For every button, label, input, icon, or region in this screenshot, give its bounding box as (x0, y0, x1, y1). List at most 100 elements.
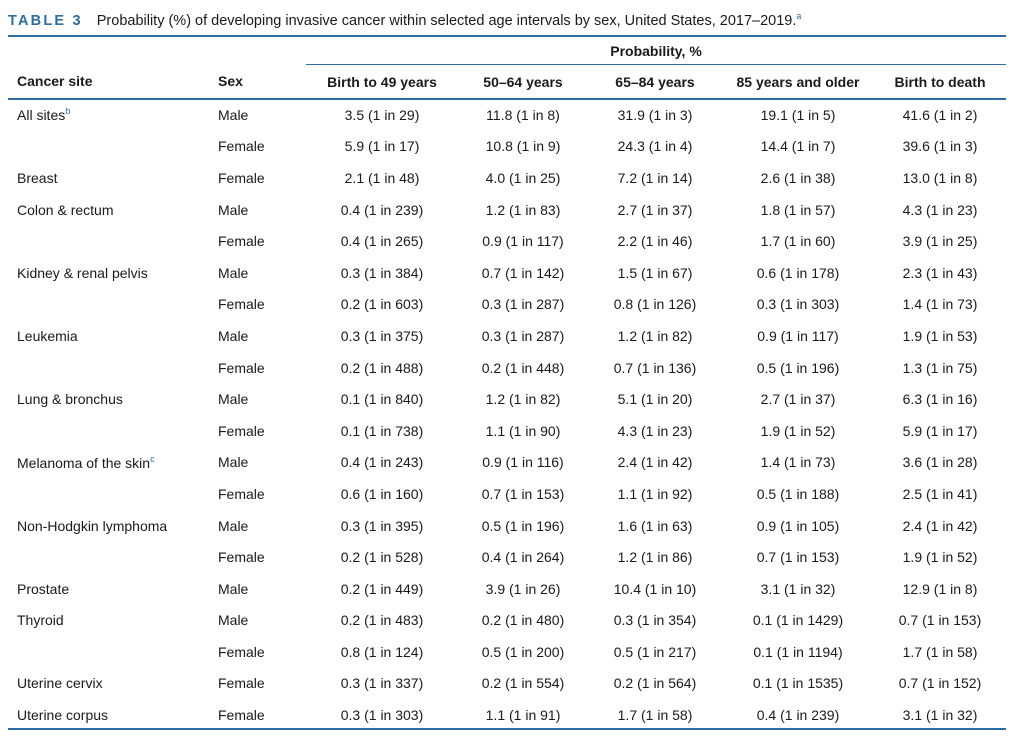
cancer-site-cell: Leukemia (8, 320, 214, 352)
probability-cell-50-64: 0.2 (1 in 480) (481, 612, 565, 629)
probability-cell-50-64: 0.5 (1 in 196) (481, 517, 565, 534)
sex-cell: Male (218, 201, 249, 218)
bottom-rule (8, 728, 1006, 730)
probability-cell-birth-to-49: 0.1 (1 in 840) (340, 391, 424, 408)
table-row: Female 0.8 (1 in 124) 0.5 (1 in 200) 0.5 (1… (8, 636, 1006, 668)
cancer-site-cell: All sitesb (8, 99, 214, 131)
probability-cell-birth-to-death: 2.4 (1 in 42) (902, 517, 978, 534)
probability-cell-65-84: 0.7 (1 in 136) (613, 359, 697, 376)
table-row: Female 0.4 (1 in 265) 0.9 (1 in 117) 2.2 (1… (8, 225, 1006, 257)
probability-cell-50-64: 0.9 (1 in 116) (482, 454, 564, 471)
probability-cell-85-older: 0.1 (1 in 1429) (752, 612, 844, 629)
sex-cell: Male (218, 264, 249, 281)
probability-cell-85-older: 14.4 (1 in 7) (760, 138, 836, 155)
probability-cell-50-64: 0.2 (1 in 554) (481, 675, 565, 692)
probability-cell-85-older: 2.7 (1 in 37) (760, 391, 836, 408)
column-header-sex: Sex (218, 73, 243, 90)
cancer-site-label: Prostate (17, 580, 70, 597)
sex-cell: Female (218, 138, 265, 155)
probability-cell-50-64: 0.2 (1 in 448) (481, 359, 565, 376)
sex-cell: Female (218, 485, 265, 502)
cancer-site-cell: Melanoma of the skinc (8, 447, 214, 479)
sex-cell: Female (218, 422, 265, 439)
probability-cell-65-84: 5.1 (1 in 20) (617, 391, 693, 408)
top-rule (8, 35, 1006, 37)
table-row: Non-Hodgkin lymphoma Male 0.3 (1 in 395) 0.… (8, 510, 1006, 542)
table-row: Female 0.2 (1 in 488) 0.2 (1 in 448) 0.7 (1… (8, 352, 1006, 384)
sex-cell: Female (218, 643, 265, 660)
probability-cell-65-84: 10.4 (1 in 10) (613, 580, 697, 597)
cancer-site-label: All sites (17, 107, 66, 124)
table-row: Breast Female 2.1 (1 in 48) 4.0 (1 in 25) 7.… (8, 162, 1006, 194)
table-row: Thyroid Male 0.2 (1 in 483) 0.2 (1 in 480) 0… (8, 605, 1006, 637)
probability-cell-birth-to-49: 0.3 (1 in 375) (340, 327, 424, 344)
probability-cell-85-older: 3.1 (1 in 32) (760, 580, 836, 597)
cancer-site-label: Uterine corpus (17, 707, 109, 724)
sex-cell: Female (218, 169, 265, 186)
table-row: Female 0.2 (1 in 528) 0.4 (1 in 264) 1.2 (1… (8, 541, 1006, 573)
probability-cell-birth-to-death: 2.3 (1 in 43) (902, 264, 978, 281)
cancer-site-label: Breast (17, 169, 58, 186)
footnote-mark: b (65, 106, 71, 117)
probability-cell-85-older: 0.9 (1 in 105) (756, 517, 840, 534)
probability-cell-birth-to-49: 0.2 (1 in 528) (340, 549, 424, 566)
cancer-site-cell (8, 636, 214, 668)
probability-cell-50-64: 0.7 (1 in 153) (481, 485, 565, 502)
cancer-site-cell: Colon & rectum (8, 194, 214, 226)
probability-cell-birth-to-49: 0.4 (1 in 239) (340, 201, 424, 218)
column-header-85-older: 85 years and older (736, 73, 860, 90)
table-row: Kidney & renal pelvis Male 0.3 (1 in 384) 0… (8, 257, 1006, 289)
probability-cell-birth-to-49: 0.3 (1 in 303) (340, 707, 424, 724)
sex-cell: Male (218, 106, 249, 123)
probability-cell-birth-to-49: 0.3 (1 in 337) (340, 675, 424, 692)
probability-cell-65-84: 24.3 (1 in 4) (617, 138, 693, 155)
probability-cell-65-84: 1.1 (1 in 92) (617, 485, 693, 502)
table-row: Colon & rectum Male 0.4 (1 in 239) 1.2 (1 i… (8, 194, 1006, 226)
sex-cell: Male (218, 612, 249, 629)
probability-cell-birth-to-49: 0.3 (1 in 384) (340, 264, 424, 281)
cancer-site-label: Leukemia (17, 327, 78, 344)
table-row: Melanoma of the skinc Male 0.4 (1 in 243) 0… (8, 447, 1006, 479)
sex-cell: Female (218, 359, 265, 376)
probability-cell-birth-to-death: 1.7 (1 in 58) (902, 643, 978, 660)
probability-cell-65-84: 1.5 (1 in 67) (617, 264, 693, 281)
sex-cell: Male (218, 580, 249, 597)
probability-cell-birth-to-49: 0.6 (1 in 160) (340, 485, 424, 502)
caption-footnote-mark: a (796, 11, 802, 21)
probability-cell-50-64: 1.2 (1 in 82) (485, 391, 561, 408)
probability-cell-birth-to-death: 6.3 (1 in 16) (902, 391, 978, 408)
probability-cell-85-older: 0.5 (1 in 196) (756, 359, 840, 376)
probability-cell-65-84: 7.2 (1 in 14) (617, 169, 693, 186)
probability-cell-65-84: 0.3 (1 in 354) (613, 612, 697, 629)
probability-cell-birth-to-49: 0.2 (1 in 449) (340, 580, 424, 597)
cancer-site-label: Thyroid (17, 612, 64, 629)
probability-cell-birth-to-49: 0.4 (1 in 243) (340, 454, 424, 471)
cancer-site-cell: Thyroid (8, 605, 214, 637)
sex-cell: Female (218, 675, 265, 692)
probability-cell-65-84: 0.8 (1 in 126) (613, 296, 697, 313)
cancer-site-cell (8, 478, 214, 510)
probability-cell-birth-to-49: 0.2 (1 in 483) (340, 612, 424, 629)
table-row: Lung & bronchus Male 0.1 (1 in 840) 1.2 (1 … (8, 383, 1006, 415)
probability-cell-65-84: 1.7 (1 in 58) (617, 707, 693, 724)
table-row: Female 0.2 (1 in 603) 0.3 (1 in 287) 0.8 (1… (8, 289, 1006, 321)
cancer-site-label: Lung & bronchus (17, 391, 123, 408)
table-caption: TABLE 3 Probability (%) of developing inv… (8, 4, 802, 29)
cancer-site-cell (8, 131, 214, 163)
probability-cell-birth-to-death: 1.3 (1 in 75) (902, 359, 978, 376)
probability-cell-50-64: 0.3 (1 in 287) (481, 327, 565, 344)
probability-cell-birth-to-49: 0.2 (1 in 488) (340, 359, 424, 376)
probability-cell-birth-to-49: 0.2 (1 in 603) (340, 296, 424, 313)
probability-cell-50-64: 0.9 (1 in 117) (482, 233, 564, 250)
table-row: Female 0.1 (1 in 738) 1.1 (1 in 90) 4.3 (1 … (8, 415, 1006, 447)
probability-cell-65-84: 2.4 (1 in 42) (617, 454, 693, 471)
cancer-site-cell: Lung & bronchus (8, 383, 214, 415)
probability-cell-50-64: 1.1 (1 in 90) (485, 422, 561, 439)
probability-cell-85-older: 0.1 (1 in 1535) (752, 675, 844, 692)
probability-cell-birth-to-death: 1.9 (1 in 53) (902, 327, 978, 344)
probability-cell-birth-to-49: 5.9 (1 in 17) (344, 138, 420, 155)
probability-cell-65-84: 0.5 (1 in 217) (613, 643, 697, 660)
probability-cell-65-84: 2.7 (1 in 37) (617, 201, 693, 218)
probability-cell-birth-to-49: 0.4 (1 in 265) (340, 233, 424, 250)
probability-cell-50-64: 0.5 (1 in 200) (481, 643, 565, 660)
